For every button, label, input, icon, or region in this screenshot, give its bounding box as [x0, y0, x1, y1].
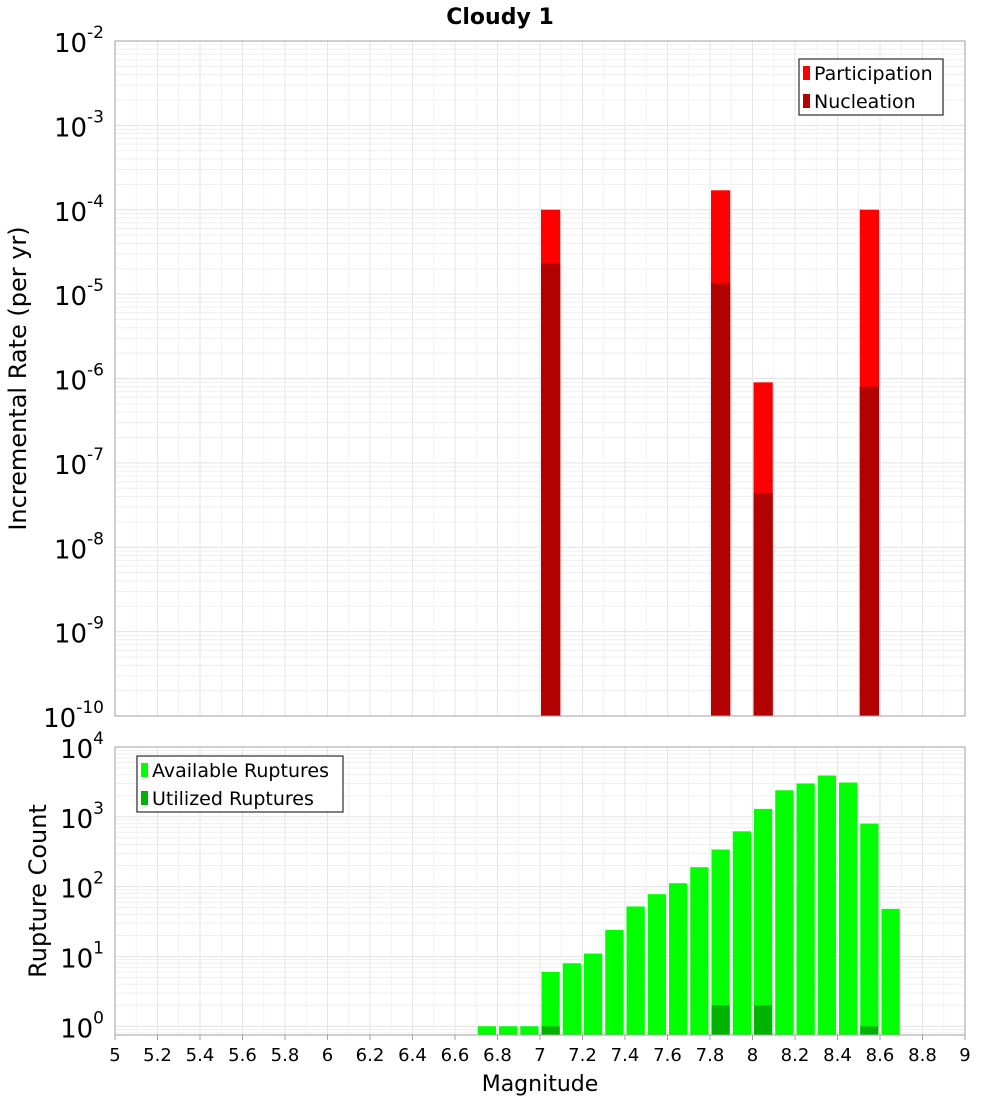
y-tick-label: 10-2: [54, 23, 104, 59]
legend-label: Participation: [814, 63, 933, 85]
x-tick-label: 6.8: [483, 1045, 512, 1066]
bar-available-ruptures: [477, 1026, 496, 1035]
legend-swatch: [141, 791, 148, 805]
x-tick-label: 7.6: [653, 1045, 682, 1066]
y-tick-label: 10-6: [54, 361, 104, 397]
bar-nucleation: [859, 386, 879, 716]
bar-utilized-ruptures: [541, 1026, 560, 1035]
legend-label: Nucleation: [814, 91, 916, 113]
y-tick-label: 103: [60, 799, 104, 835]
bars: [541, 190, 879, 716]
bar-available-ruptures: [754, 808, 773, 1035]
legend-swatch: [803, 66, 810, 80]
y-tick-labels: 10-10 10-9 10-8 10-7 10-6 10-5 10-4 10-3 10-2: [43, 23, 104, 734]
plot-frame: [114, 40, 966, 717]
legend: Available Ruptures Utilized Ruptures: [136, 755, 344, 813]
bar-utilized-ruptures: [754, 1005, 773, 1035]
x-tick-label: 8.8: [908, 1045, 937, 1066]
bars: [477, 775, 900, 1035]
y-axis-label: Rupture Count: [24, 804, 52, 978]
x-tick-label: 7.2: [568, 1045, 597, 1066]
legend-label: Utilized Ruptures: [152, 788, 314, 810]
x-tick-label: 7: [534, 1045, 545, 1066]
x-tick-label: 5.8: [271, 1045, 300, 1066]
x-axis-label: Magnitude: [482, 1072, 599, 1097]
x-tick-label: 5.6: [228, 1045, 257, 1066]
y-tick-label: 100: [60, 1008, 104, 1044]
x-tick-label: 5: [109, 1045, 120, 1066]
bar-utilized-ruptures: [711, 1005, 730, 1035]
y-tick-label: 10-4: [54, 192, 104, 228]
bar-nucleation: [753, 492, 773, 716]
bar-available-ruptures: [626, 906, 645, 1035]
bar-available-ruptures: [839, 782, 858, 1035]
x-tick-label: 8.2: [781, 1045, 810, 1066]
legend-swatch: [141, 763, 148, 777]
legend-box: [136, 755, 344, 813]
y-tick-labels: 100 101 102 103 104: [60, 729, 104, 1044]
bar-available-ruptures: [775, 790, 794, 1035]
x-tick-label: 9: [959, 1045, 970, 1066]
bar-available-ruptures: [860, 823, 879, 1035]
bar-available-ruptures: [881, 908, 900, 1035]
x-tick-label: 7.8: [696, 1045, 725, 1066]
y-tick-label: 10-3: [54, 107, 104, 143]
y-tick-label: 10-9: [54, 614, 104, 650]
x-tick-label: 5.2: [143, 1045, 172, 1066]
y-tick-label: 104: [60, 729, 104, 765]
bar-available-ruptures: [499, 1026, 518, 1035]
y-tick-label: 10-7: [54, 445, 104, 481]
x-tick-label: 5.4: [186, 1045, 215, 1066]
chart-title: Cloudy 1: [446, 5, 554, 30]
x-tick-label: 7.4: [611, 1045, 640, 1066]
rupture-count-plot: 100 101 102 103 104 Rupture Count 5 5.2 5.4 5.6 5.…: [24, 729, 971, 1066]
x-tick-label: 8: [747, 1045, 758, 1066]
bar-available-ruptures: [605, 929, 624, 1035]
legend: Participation Nucleation: [798, 58, 944, 116]
bar-available-ruptures: [711, 849, 730, 1035]
x-tick-label: 8.4: [823, 1045, 852, 1066]
x-tick-label: 6: [322, 1045, 333, 1066]
bar-available-ruptures: [669, 883, 688, 1035]
bar-available-ruptures: [520, 1026, 539, 1035]
bar-nucleation: [711, 283, 731, 716]
y-tick-label: 10-8: [54, 529, 104, 565]
y-tick-label: 101: [60, 938, 104, 974]
rate-plot: 10-10 10-9 10-8 10-7 10-6 10-5 10-4 10-3 10-2 Inc…: [4, 23, 966, 734]
y-tick-label: 10-10: [43, 698, 104, 734]
x-tick-label: 8.6: [866, 1045, 895, 1066]
y-tick-label: 102: [60, 869, 104, 905]
x-tick-label: 6.4: [398, 1045, 427, 1066]
x-tick-label: 6.6: [441, 1045, 470, 1066]
bar-utilized-ruptures: [860, 1026, 879, 1035]
grid-lines: [114, 41, 966, 716]
x-tick-label: 6.2: [356, 1045, 385, 1066]
legend-swatch: [803, 94, 810, 108]
x-tick-labels: 5 5.2 5.4 5.6 5.8 6 6.2 6.4 6.6 6.8 7 7.2 7.4 7.6 7.8 8…: [109, 1035, 971, 1066]
bar-available-ruptures: [562, 963, 581, 1035]
bar-available-ruptures: [817, 775, 836, 1035]
bar-available-ruptures: [541, 971, 560, 1035]
bar-available-ruptures: [584, 953, 603, 1035]
bar-nucleation: [541, 263, 561, 716]
bar-available-ruptures: [690, 867, 709, 1035]
bar-available-ruptures: [647, 894, 666, 1035]
y-axis-label: Incremental Rate (per yr): [4, 226, 32, 530]
legend-label: Available Ruptures: [152, 760, 329, 782]
y-tick-label: 10-5: [54, 276, 104, 312]
bar-available-ruptures: [732, 831, 751, 1035]
bar-available-ruptures: [796, 783, 815, 1035]
legend-box: [798, 58, 944, 116]
